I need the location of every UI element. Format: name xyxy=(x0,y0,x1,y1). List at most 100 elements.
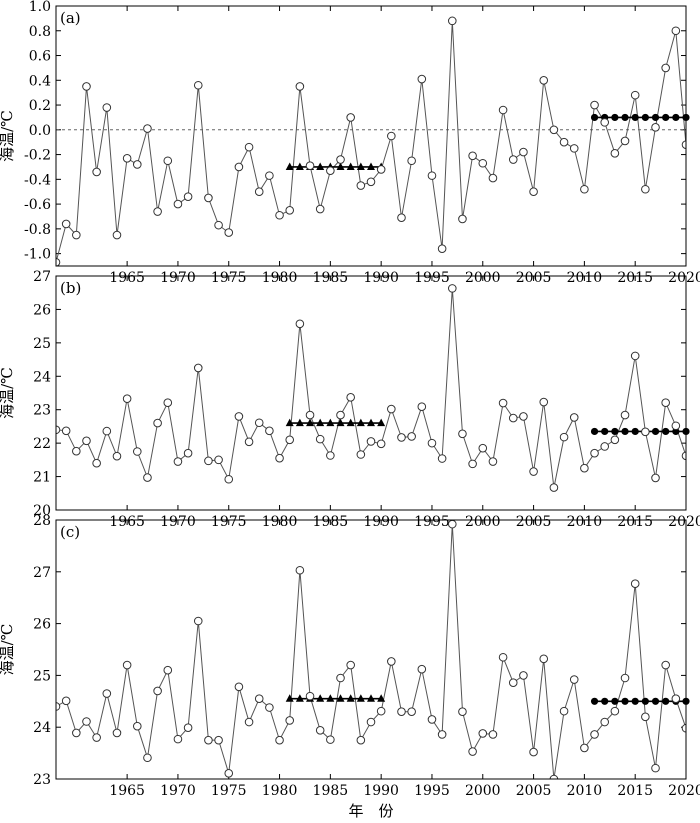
y-axis-label: 海温/℃ xyxy=(0,624,16,676)
data-point xyxy=(508,678,518,687)
data-point xyxy=(193,80,203,90)
panel-label: (c) xyxy=(60,523,80,541)
data-point xyxy=(183,448,193,458)
y-tick-label: 27 xyxy=(33,565,51,581)
mean-dot-point xyxy=(611,427,619,436)
data-point xyxy=(661,63,670,73)
data-point xyxy=(295,319,305,329)
data-point xyxy=(82,82,91,91)
data-point xyxy=(651,473,660,483)
data-point xyxy=(204,193,213,203)
data-point xyxy=(387,404,396,414)
y-tick-label: 24 xyxy=(33,369,51,385)
data-point xyxy=(529,187,538,197)
data-point xyxy=(132,160,142,169)
data-point xyxy=(61,219,71,229)
data-point xyxy=(387,657,396,666)
mean-dot-point xyxy=(641,697,649,705)
data-point xyxy=(366,437,376,446)
plot-frame xyxy=(55,275,687,511)
data-point xyxy=(122,660,132,670)
data-point xyxy=(427,438,437,448)
data-point xyxy=(569,675,579,684)
data-point xyxy=(173,734,183,744)
y-tick-label: -0.8 xyxy=(24,222,51,238)
data-point xyxy=(254,187,264,197)
data-point xyxy=(143,753,152,763)
data-point xyxy=(214,455,223,465)
mean-triangle-point xyxy=(356,162,365,170)
data-point xyxy=(397,213,406,223)
data-point xyxy=(92,167,101,177)
data-point xyxy=(417,74,427,84)
mean-triangle-point xyxy=(295,162,304,170)
mean-dot-point xyxy=(672,113,680,122)
mean-triangle-point xyxy=(326,418,335,427)
data-point xyxy=(458,429,467,439)
data-point xyxy=(61,696,71,706)
mean-2011-2020 xyxy=(590,113,690,122)
data-point xyxy=(163,665,173,675)
data-point xyxy=(153,207,162,216)
data-point xyxy=(498,652,508,662)
mean-triangle-point xyxy=(336,694,345,702)
mean-dot-point xyxy=(621,427,629,436)
mean-dot-point xyxy=(590,697,599,705)
mean-triangle-point xyxy=(367,694,375,702)
mean-dot-point xyxy=(601,427,609,436)
data-point xyxy=(417,402,427,412)
data-point xyxy=(661,660,670,670)
data-point xyxy=(529,467,538,476)
data-point xyxy=(447,284,457,293)
panel-label: (a) xyxy=(60,9,81,27)
data-point xyxy=(295,565,305,575)
data-point xyxy=(193,363,203,373)
data-point xyxy=(630,351,640,361)
data-point xyxy=(519,147,528,157)
mean-triangle-point xyxy=(295,418,304,427)
mean-triangle-point xyxy=(377,418,386,427)
data-point xyxy=(600,717,610,727)
data-point xyxy=(122,153,132,163)
data-point xyxy=(234,412,244,421)
data-point xyxy=(478,443,488,453)
data-point xyxy=(508,155,518,164)
data-point xyxy=(336,673,345,683)
mean-triangle-point xyxy=(367,418,375,427)
data-point xyxy=(376,165,386,174)
data-point xyxy=(102,426,112,436)
data-point xyxy=(549,774,559,779)
data-point xyxy=(641,184,650,194)
data-point xyxy=(600,118,610,127)
data-point xyxy=(641,427,650,437)
data-point xyxy=(407,156,416,166)
data-point xyxy=(72,230,81,240)
x-tick-label: 2015 xyxy=(617,783,653,799)
data-point xyxy=(580,463,589,473)
data-point xyxy=(569,144,579,153)
x-tick-label: 2000 xyxy=(465,783,501,799)
data-point xyxy=(488,730,498,739)
data-point xyxy=(275,210,284,220)
data-point xyxy=(651,763,660,773)
data-point xyxy=(326,451,335,460)
data-point xyxy=(681,723,686,733)
mean-2011-2020 xyxy=(590,697,690,705)
x-tick-label: 1965 xyxy=(109,783,145,799)
data-point xyxy=(285,716,295,725)
mean-1981-1990 xyxy=(285,162,386,170)
data-point xyxy=(163,156,173,166)
data-point xyxy=(315,204,325,214)
data-point xyxy=(417,664,427,674)
data-point xyxy=(681,140,686,149)
data-point xyxy=(356,735,366,745)
mean-triangle-point xyxy=(316,162,325,170)
data-point xyxy=(265,426,274,436)
data-point xyxy=(305,410,315,420)
data-point xyxy=(305,691,315,701)
data-point xyxy=(641,712,650,722)
y-axis-label: 海温/℃ xyxy=(0,110,16,162)
data-point xyxy=(346,113,355,122)
data-point xyxy=(183,192,193,201)
x-tick-label: 2020 xyxy=(668,783,700,799)
